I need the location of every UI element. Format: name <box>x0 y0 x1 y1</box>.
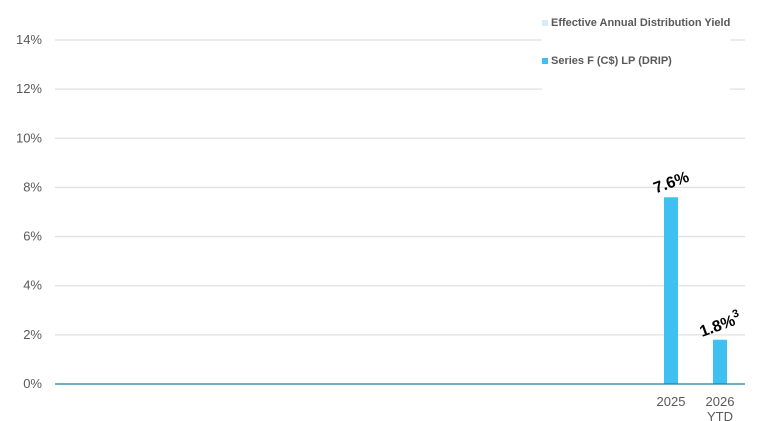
y-tick-label: 10% <box>16 130 42 145</box>
y-tick-label: 2% <box>23 327 42 342</box>
data-label: 7.6% <box>651 169 691 197</box>
y-axis: 0% 2% 4% 6% 8% 10% 12% 14% <box>16 32 42 391</box>
x-tick-label: 2026 YTD <box>706 394 735 421</box>
legend-item-effective-yield: Effective Annual Distribution Yield <box>542 14 730 32</box>
bars <box>664 197 727 384</box>
x-tick-label: 2025 <box>657 394 686 409</box>
legend-label-effective-yield: Effective Annual Distribution Yield <box>551 17 731 29</box>
legend-item-series-f: Series F (C$) LP (DRIP) <box>542 52 730 70</box>
gridlines <box>55 39 745 336</box>
bar <box>664 197 678 384</box>
data-label: 1.8%3 <box>697 307 744 340</box>
footnote-superscript: 3 <box>731 307 741 320</box>
y-tick-label: 12% <box>16 81 42 96</box>
y-tick-label: 0% <box>23 376 42 391</box>
x-tick-label-line: 2026 <box>706 394 735 409</box>
y-tick-label: 8% <box>23 179 42 194</box>
bar <box>713 339 727 384</box>
y-tick-label: 6% <box>23 229 42 244</box>
x-tick-label-line: YTD <box>707 409 733 421</box>
y-tick-label: 14% <box>16 32 42 47</box>
x-tick-label-line: 2025 <box>657 394 686 409</box>
legend-label-series-f: Series F (C$) LP (DRIP) <box>551 55 672 67</box>
legend-swatch-series-f <box>542 58 548 64</box>
x-axis: 2025 2026 YTD <box>55 383 745 421</box>
y-tick-label: 4% <box>23 278 42 293</box>
legend: Effective Annual Distribution Yield Seri… <box>542 10 731 90</box>
legend-swatch-effective-yield <box>542 20 548 26</box>
